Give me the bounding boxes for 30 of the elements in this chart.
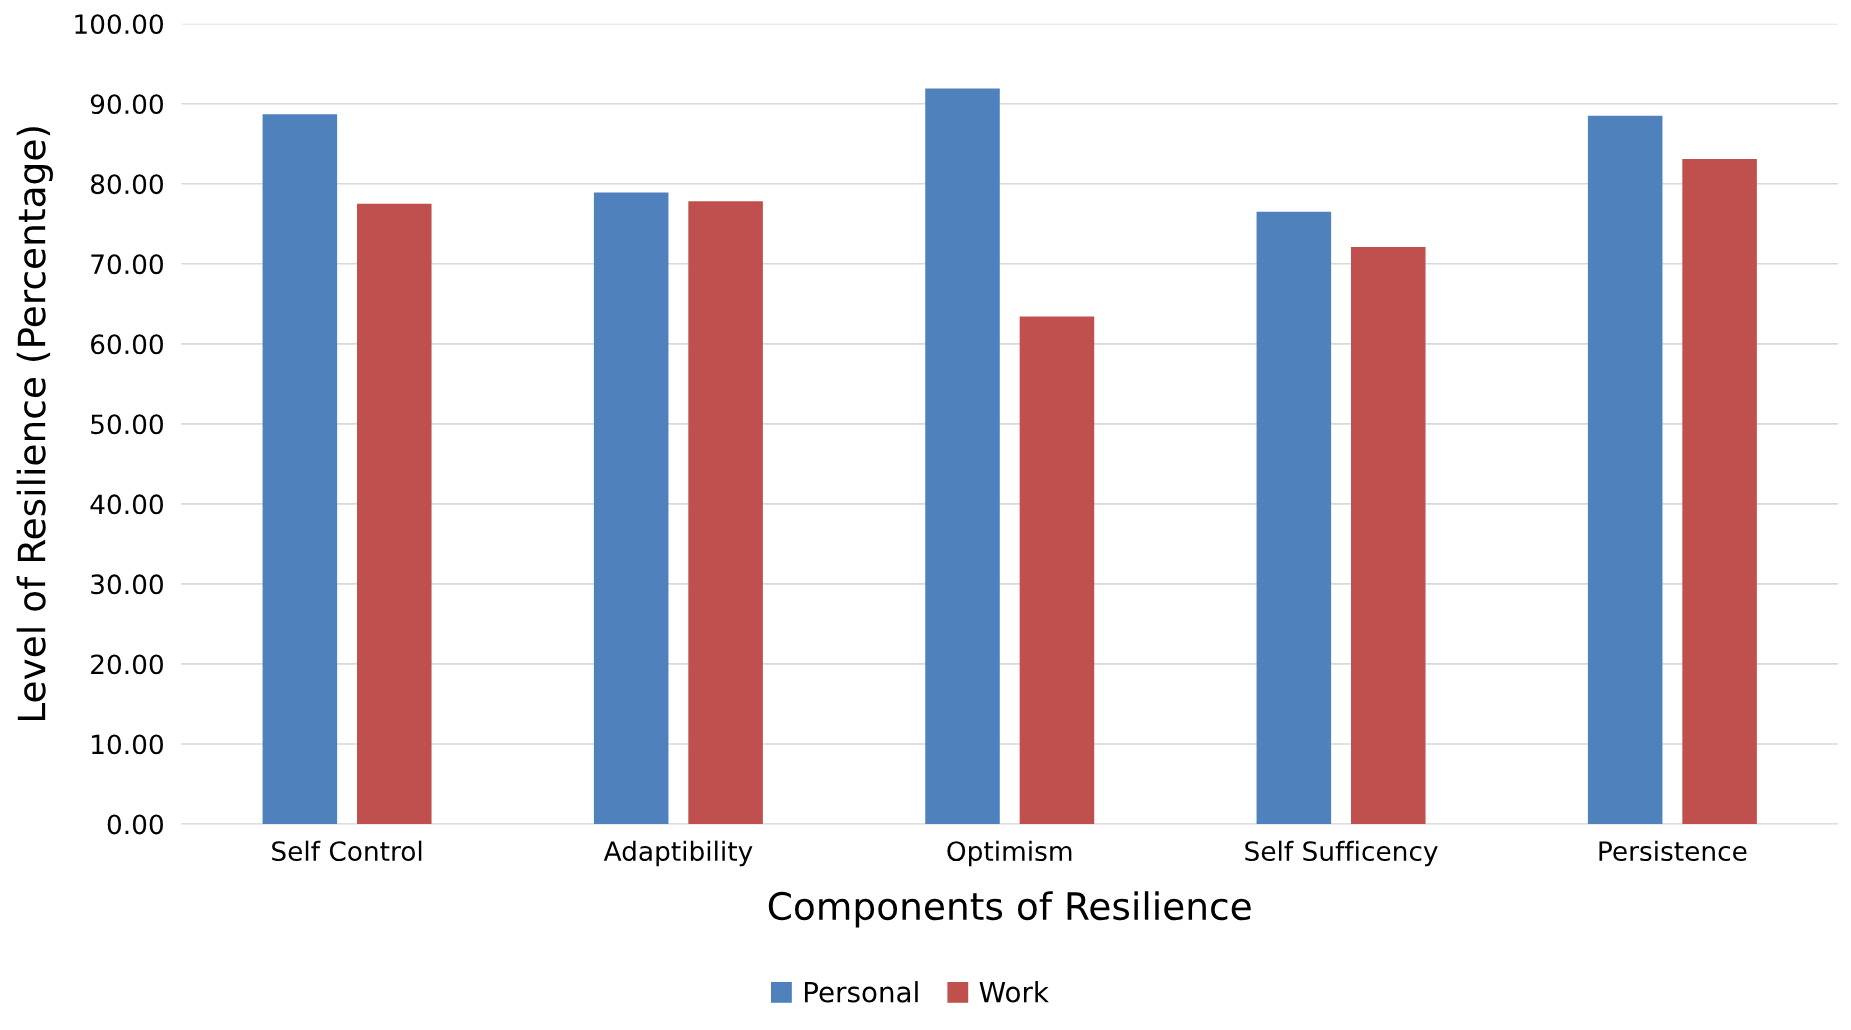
bar — [1019, 316, 1095, 824]
y-tick-label: 40.00 — [90, 494, 163, 515]
bar — [688, 201, 763, 824]
bar — [262, 114, 338, 824]
y-tick-label: 0.00 — [107, 814, 163, 835]
y-tick-label: 30.00 — [91, 574, 163, 595]
y-tick-label: 60.00 — [91, 334, 163, 355]
y-tick-label: 80.00 — [90, 174, 163, 195]
legend-label: Personal — [804, 981, 918, 1003]
y-tick-label: 10.00 — [92, 734, 163, 755]
bar — [925, 88, 1000, 824]
x-tick-label: Self Control — [272, 840, 422, 862]
x-tick-label: Persistence — [1599, 840, 1747, 862]
y-axis-title: Level of Resilience (Percentage) — [16, 127, 53, 721]
bar — [357, 203, 432, 824]
x-tick-label: Self Sufficency — [1245, 840, 1438, 867]
y-tick-label: 50.00 — [91, 414, 163, 435]
bar — [1587, 115, 1663, 824]
x-axis-title: Components of Resilience — [768, 891, 1251, 928]
bar — [1256, 211, 1332, 824]
bar — [1350, 246, 1426, 824]
y-tick-label: 20.00 — [91, 654, 163, 675]
bar — [1682, 158, 1757, 824]
y-tick-label: 100.00 — [75, 14, 163, 35]
x-tick-label: Optimism — [947, 840, 1072, 867]
y-tick-label: 90.00 — [90, 94, 163, 115]
legend-label: Work — [979, 981, 1049, 1003]
y-tick-label: 70.00 — [91, 254, 163, 275]
bar — [593, 192, 669, 824]
x-tick-label: Adaptibility — [603, 840, 753, 867]
